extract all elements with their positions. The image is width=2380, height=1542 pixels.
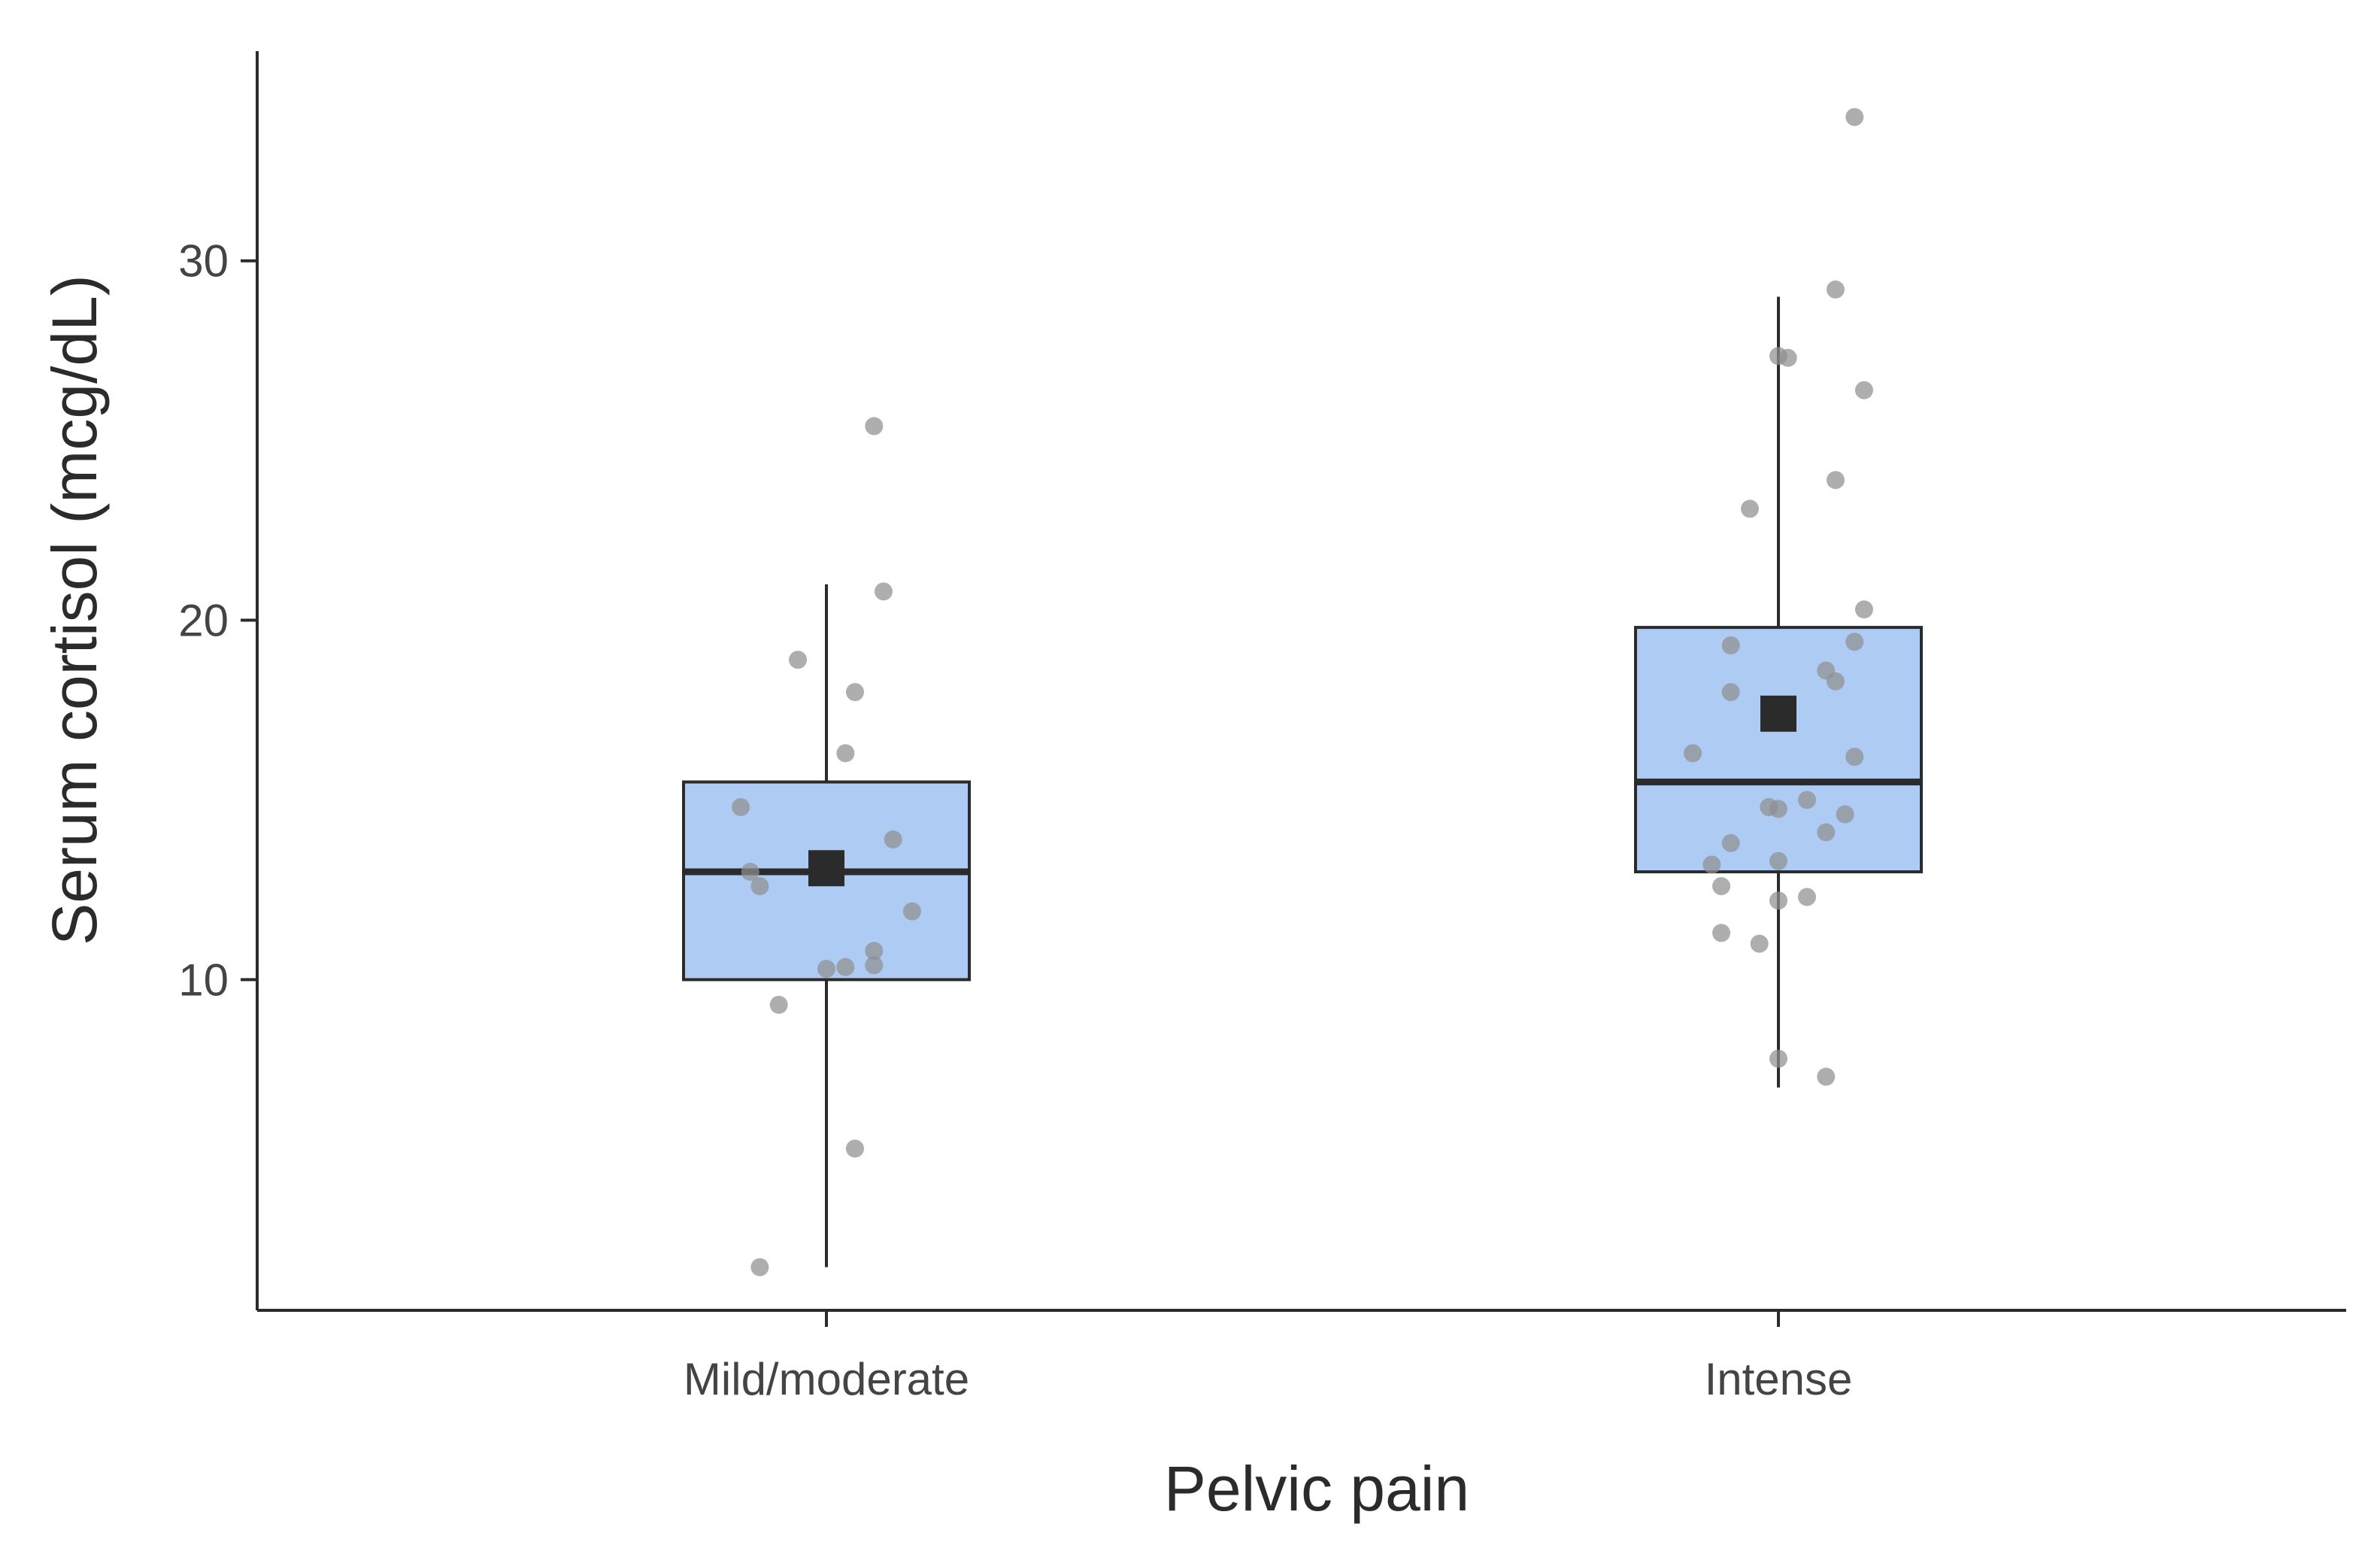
data-point [845, 1139, 864, 1158]
mean-marker-intense [1760, 695, 1796, 732]
x-axis-title: Pelvic pain [1164, 1453, 1469, 1524]
data-point [1845, 633, 1864, 651]
data-point [865, 956, 884, 975]
data-point [902, 902, 921, 921]
data-point [1769, 1049, 1787, 1068]
mean-marker-mild-moderate [808, 850, 844, 887]
boxes-layer [682, 296, 1923, 1267]
y-tick-label-20: 20 [178, 596, 229, 646]
data-point [1826, 471, 1845, 490]
data-point [789, 651, 808, 669]
y-tick-label-10: 10 [178, 955, 229, 1005]
data-point [874, 582, 893, 601]
data-point [865, 942, 884, 961]
data-point [1769, 891, 1787, 910]
data-point [1712, 877, 1731, 896]
data-point [750, 1258, 769, 1276]
x-tick-label-mild-moderate: Mild/moderate [684, 1354, 969, 1404]
axes-layer [256, 51, 2346, 1312]
data-point [845, 683, 864, 702]
data-point [1836, 805, 1854, 824]
data-point [1721, 833, 1740, 852]
data-point [1817, 1067, 1836, 1086]
y-tick-label-30: 30 [178, 236, 229, 287]
data-point [1845, 748, 1864, 766]
means-layer [808, 695, 1796, 887]
data-point [865, 417, 884, 436]
data-point [817, 960, 835, 979]
data-point [769, 995, 788, 1014]
x-tick-label-intense: Intense [1705, 1354, 1853, 1404]
x-ticks: Mild/moderate Intense [684, 1310, 1852, 1404]
data-point [1769, 800, 1787, 818]
data-point [884, 830, 902, 849]
data-point [836, 958, 855, 976]
data-point [1702, 855, 1721, 874]
box-intense [1634, 626, 1923, 874]
data-point [732, 798, 750, 817]
data-point [750, 877, 769, 896]
data-point [836, 744, 855, 763]
y-ticks: 10 20 30 [178, 236, 257, 1005]
y-axis-title: Serum cortisol (mcg/dL) [39, 275, 110, 946]
data-point [1817, 661, 1836, 680]
data-point [1712, 924, 1731, 943]
data-point [1854, 381, 1873, 399]
data-point [1817, 823, 1836, 842]
data-point [1854, 600, 1873, 619]
data-point [1721, 636, 1740, 654]
data-point [1769, 347, 1787, 366]
points-layer [732, 108, 1873, 1276]
data-point [741, 863, 759, 882]
data-point [1769, 851, 1787, 870]
data-point [1845, 108, 1864, 126]
data-point [1826, 280, 1845, 299]
data-point [1750, 934, 1769, 953]
data-point [1797, 791, 1816, 809]
data-point [1721, 683, 1740, 702]
data-point [1797, 888, 1816, 906]
data-point [1741, 499, 1760, 518]
data-point [1684, 744, 1702, 763]
